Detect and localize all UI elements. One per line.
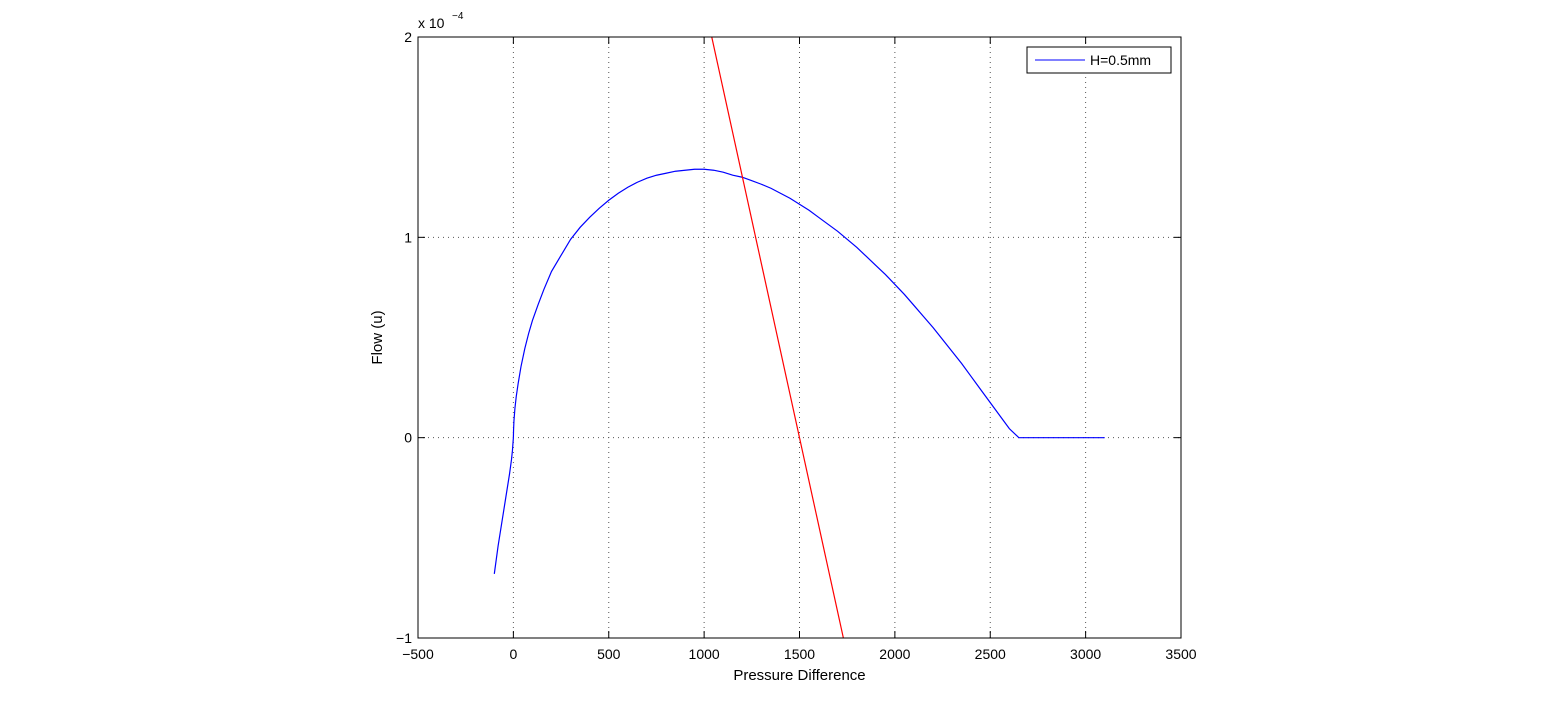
x-tick-label: 1000 <box>689 646 720 662</box>
x-tick-label: 3000 <box>1070 646 1101 662</box>
series-line-1 <box>711 37 844 638</box>
x-axis-label: Pressure Difference <box>733 667 865 684</box>
series-line-h-0-5mm <box>493 168 1105 574</box>
x-tick-label: 2000 <box>879 646 910 662</box>
plot-area <box>417 36 1182 639</box>
x-tick-label: −500 <box>402 646 434 662</box>
y-tick-label: 2 <box>404 29 412 45</box>
y-tick-label: −1 <box>396 630 412 646</box>
x-tick-label: 1500 <box>784 646 815 662</box>
x-tick-label: 2500 <box>975 646 1006 662</box>
y-tick-label: 0 <box>404 430 412 446</box>
legend-entry-h-0-5mm: H=0.5mm <box>1090 52 1151 68</box>
y-axis-multiplier: x 10 −4 <box>418 11 464 31</box>
y-tick-label: 1 <box>404 229 412 245</box>
y-multiplier-exponent: −4 <box>452 11 464 22</box>
x-tick-label: 500 <box>597 646 621 662</box>
tick-marks <box>417 36 1182 639</box>
x-tick-label: 0 <box>509 646 517 662</box>
x-tick-label: 3500 <box>1165 646 1196 662</box>
series-layer <box>493 37 1105 638</box>
legend: H=0.5mm <box>1026 46 1172 74</box>
y-multiplier-base: x 10 <box>418 15 445 31</box>
y-axis-label: Flow (u) <box>369 310 386 364</box>
tick-labels: −500 0 500 1000 1500 2000 2500 3000 3500 −1 0 1 2 <box>396 29 1197 662</box>
